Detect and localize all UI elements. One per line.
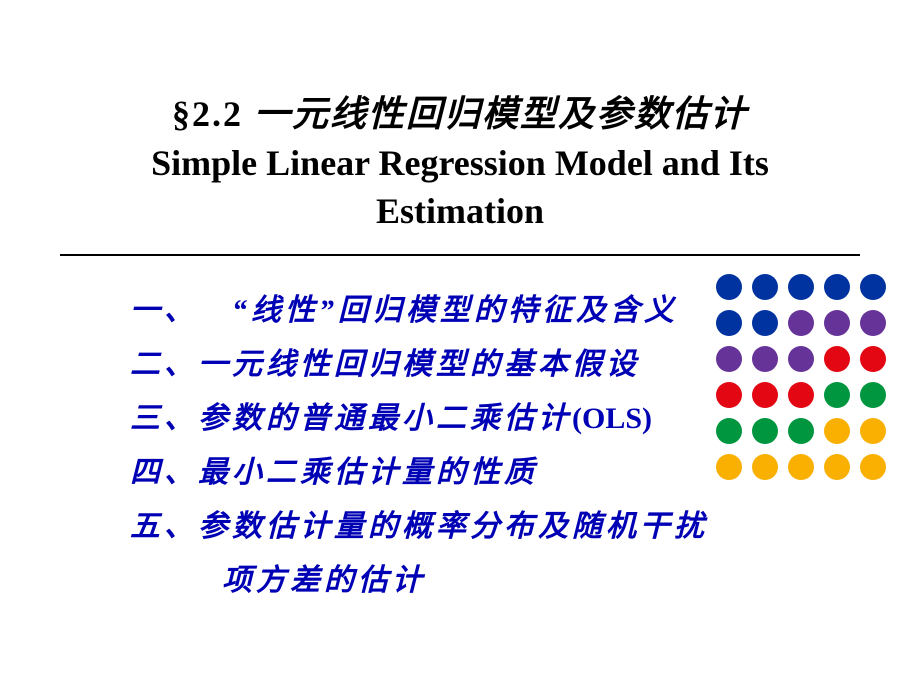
outline-item-5-line2: 项方差的估计 (130, 554, 920, 608)
outline-item-1: 一、 “线性”回归模型的特征及含义 (130, 284, 920, 338)
outline-item-3-text: 三、参数的普通最小二乘估计 (130, 402, 572, 435)
outline-item-5-line1: 五、参数估计量的概率分布及随机干扰 (130, 500, 920, 554)
title-line-en-1: Simple Linear Regression Model and Its (40, 139, 880, 188)
outline-item-4: 四、最小二乘估计量的性质 (130, 446, 920, 500)
outline-body: 一、 “线性”回归模型的特征及含义 二、一元线性回归模型的基本假设 三、参数的普… (0, 284, 920, 608)
title-cn-text: 一元线性回归模型及参数估计 (254, 94, 748, 134)
title-line-cn: §2.2 一元线性回归模型及参数估计 (40, 90, 880, 139)
title-line-en-2: Estimation (40, 187, 880, 236)
section-number: §2.2 (172, 94, 243, 134)
outline-item-3: 三、参数的普通最小二乘估计(OLS) (130, 392, 920, 446)
title-underline (60, 254, 860, 256)
outline-item-2: 二、一元线性回归模型的基本假设 (130, 338, 920, 392)
outline-item-3-ols: (OLS) (572, 402, 652, 435)
slide-title: §2.2 一元线性回归模型及参数估计 Simple Linear Regress… (0, 90, 920, 236)
slide: §2.2 一元线性回归模型及参数估计 Simple Linear Regress… (0, 0, 920, 690)
